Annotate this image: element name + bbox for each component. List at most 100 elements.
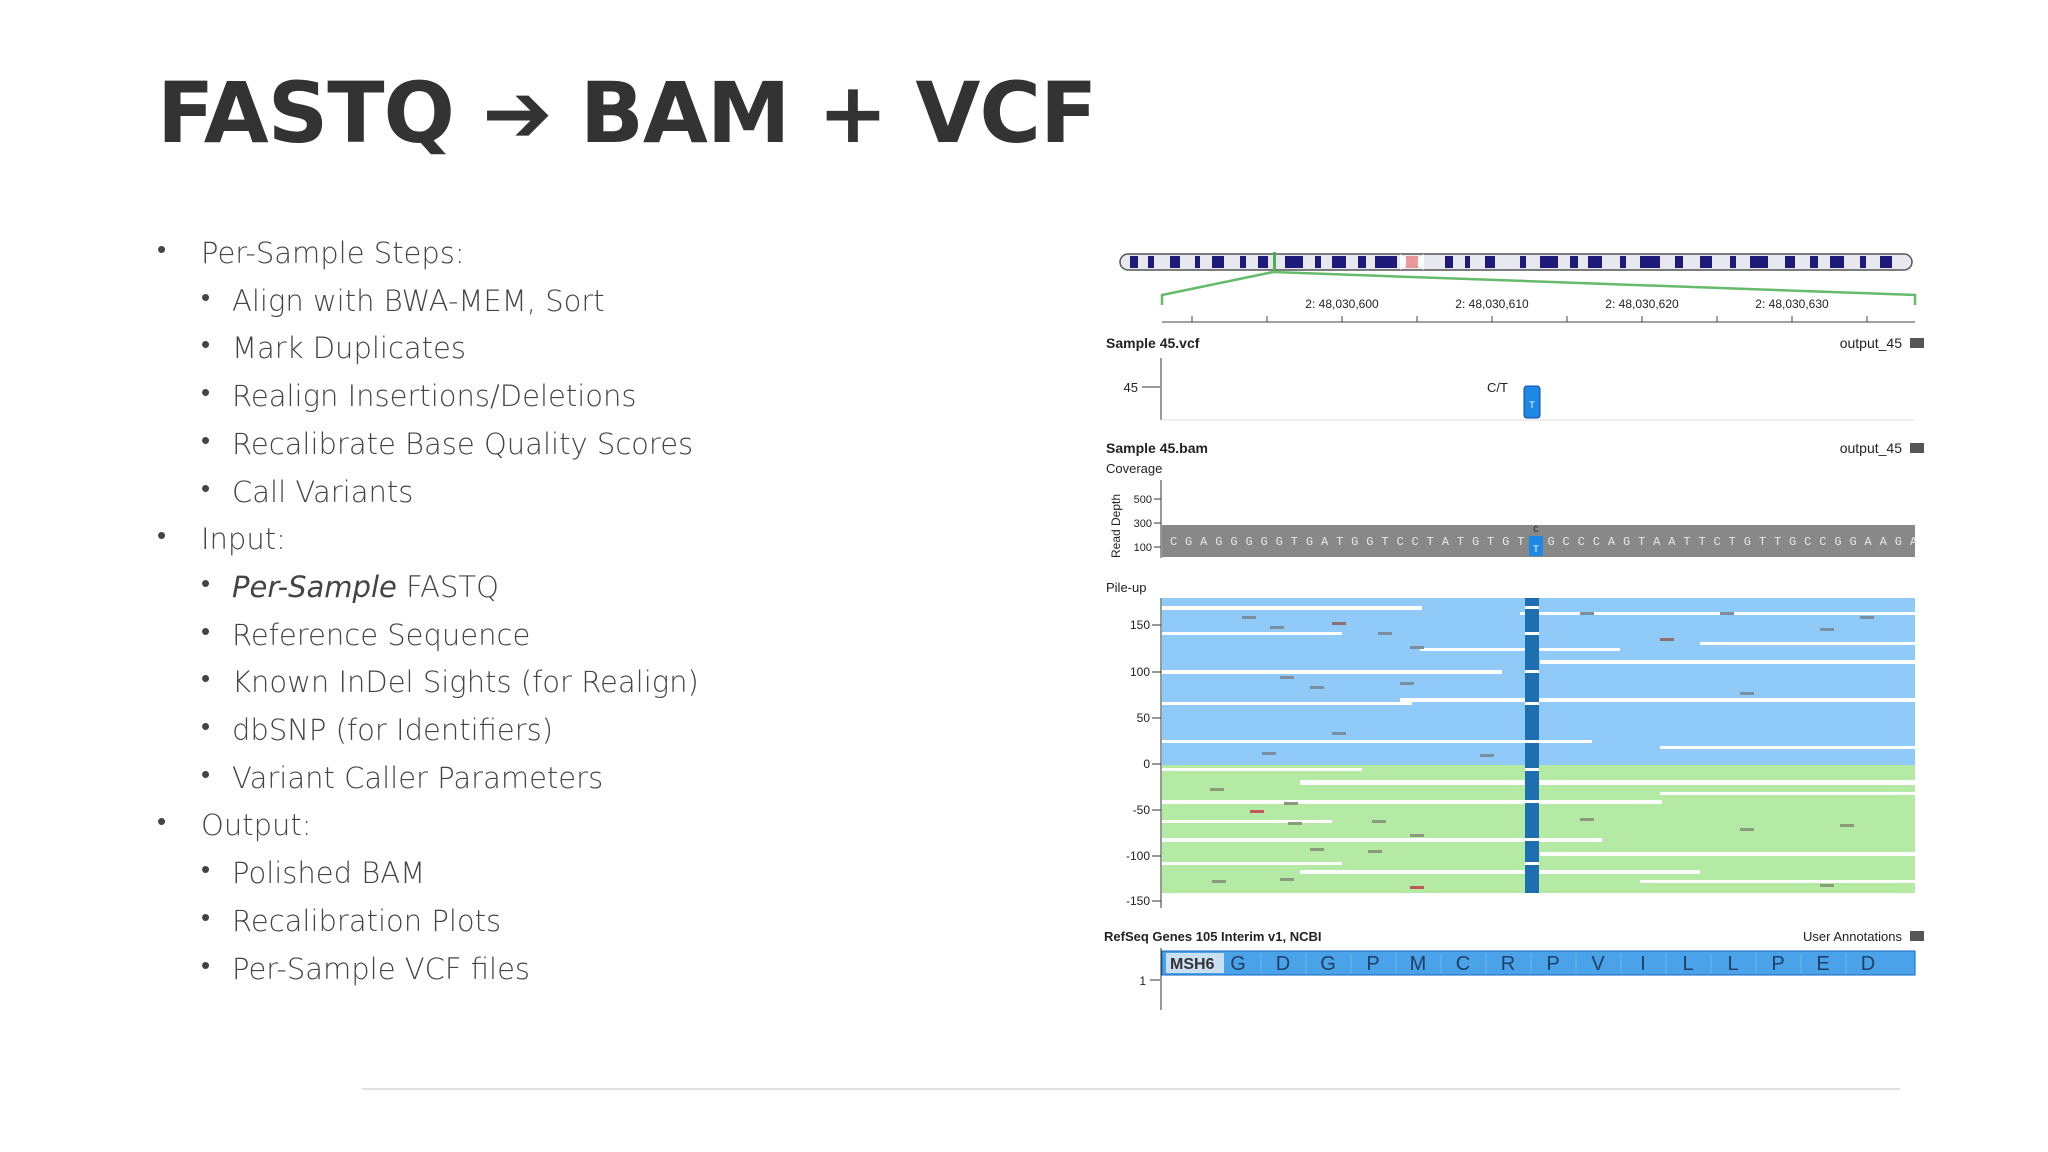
ruler-tick-label: 2: 48,030,610 <box>1455 297 1529 311</box>
reference-base: G <box>1744 535 1751 549</box>
mismatch-mark <box>1310 686 1324 689</box>
amino-acid: P <box>1771 953 1784 975</box>
pileup-tick-label: -150 <box>1126 894 1150 908</box>
bullet-label: Variant Caller Parameters <box>232 760 604 795</box>
gene-bar[interactable] <box>1161 950 1916 976</box>
reference-base: C <box>1563 535 1570 549</box>
mismatch-mark <box>1288 822 1302 825</box>
mismatch-mark <box>1332 622 1346 625</box>
variant-base: T <box>1529 400 1535 410</box>
reference-base: C <box>1819 535 1826 549</box>
ruler-tick-label: 2: 48,030,600 <box>1305 297 1379 311</box>
reference-base: G <box>1351 535 1358 549</box>
amino-acid: L <box>1682 953 1693 975</box>
variant-marker[interactable] <box>1523 385 1541 419</box>
variant-label: C/T <box>1487 380 1508 395</box>
mismatch-mark <box>1210 788 1224 791</box>
variant-column <box>1525 598 1539 893</box>
bullet-text: Per-Sample FASTQ <box>232 570 499 604</box>
zoom-lines <box>1160 270 1917 305</box>
mismatch-mark <box>1280 878 1294 881</box>
variant-column-gap <box>1525 606 1539 609</box>
reference-base: G <box>1215 535 1222 549</box>
read-gap <box>1520 612 1915 615</box>
mismatch-mark <box>1212 880 1226 883</box>
reference-base: G <box>1472 535 1479 549</box>
bullet-label: Known InDel Sights (for Realign) <box>232 665 699 700</box>
bullet-text: Known InDel Sights (for Realign) <box>232 665 699 699</box>
ideogram-band <box>1675 256 1683 268</box>
footer-divider <box>362 1088 1900 1090</box>
reference-base: G <box>1230 535 1237 549</box>
mismatch-mark <box>1332 732 1346 735</box>
bullet-dot: • <box>201 950 211 981</box>
vcf-track-output: output_45 <box>1840 335 1902 351</box>
bullet-text: Output: <box>201 808 312 842</box>
amino-acid: G <box>1230 953 1246 975</box>
reference-base: A <box>1442 535 1450 549</box>
read-gap <box>1162 820 1332 823</box>
bam-track: Sample 45.bam output_45 Coverage Read De… <box>1106 440 1924 558</box>
reference-base: T <box>1487 535 1494 549</box>
vcf-track-title: Sample 45.vcf <box>1106 335 1200 351</box>
folder-icon[interactable] <box>1910 338 1924 348</box>
depth-axis-label: Read Depth <box>1109 494 1123 558</box>
reference-base: A <box>1668 535 1676 549</box>
bullet-text: Mark Duplicates <box>232 331 466 365</box>
coverage-label: Coverage <box>1106 461 1162 476</box>
bullet-text: Recalibration Plots <box>232 904 501 938</box>
folder-icon[interactable] <box>1910 931 1924 941</box>
bullet-dot: • <box>201 473 211 504</box>
mismatch-mark <box>1262 752 1276 755</box>
mismatch-mark <box>1410 886 1424 889</box>
bullet-text: Variant Caller Parameters <box>232 761 603 795</box>
mismatch-mark <box>1270 626 1284 629</box>
bullet-dot: • <box>201 568 211 599</box>
reference-base: A <box>1880 535 1888 549</box>
ruler-tick-label: 2: 48,030,620 <box>1605 297 1679 311</box>
bam-track-title: Sample 45.bam <box>1106 440 1208 456</box>
vcf-row-label: 45 <box>1124 380 1138 395</box>
amino-acid: E <box>1816 953 1829 975</box>
amino-acid: L <box>1727 953 1738 975</box>
folder-icon[interactable] <box>1910 443 1924 453</box>
reference-base: G <box>1185 535 1192 549</box>
ideogram-band <box>1170 256 1180 268</box>
ideogram-band <box>1540 256 1558 268</box>
mismatch-mark <box>1410 834 1424 837</box>
gene-label-box <box>1166 953 1224 973</box>
bullet-text: Polished BAM <box>232 856 425 890</box>
coverage-tick-label: 300 <box>1134 518 1152 530</box>
ideogram-band <box>1195 256 1200 268</box>
reference-base: G <box>1834 535 1841 549</box>
read-gap <box>1540 852 1915 856</box>
reference-base: T <box>1774 535 1781 549</box>
read-gap <box>1540 660 1915 664</box>
bullet-dot: • <box>201 378 211 409</box>
bullet-text: Call Variants <box>232 475 413 509</box>
mismatch-mark <box>1368 850 1382 853</box>
reference-base: G <box>1789 535 1796 549</box>
pileup-track: Pile-up 150 100 50 0 -50 -100 -150 <box>1106 580 1915 908</box>
mismatch-mark <box>1840 824 1854 827</box>
read-gap <box>1162 606 1422 610</box>
ideogram-band <box>1485 256 1495 268</box>
mismatch-mark <box>1480 754 1494 757</box>
bullet-text: Realign Insertions/Deletions <box>232 379 637 413</box>
bullet-dot: • <box>201 855 211 886</box>
bullet-text: Align with BWA-MEM, Sort <box>232 284 605 318</box>
ruler-tick-label: 2: 48,030,630 <box>1755 297 1829 311</box>
bullet-dot: • <box>201 425 211 456</box>
read-gap <box>1162 800 1662 804</box>
bullet-label: Mark Duplicates <box>232 331 466 366</box>
amino-acid: I <box>1640 953 1646 975</box>
amino-acid: D <box>1276 953 1290 975</box>
bullet-dot: • <box>201 282 211 313</box>
variant-alt-base: T <box>1533 545 1539 556</box>
read-gap <box>1162 670 1502 674</box>
ideogram-band <box>1860 256 1866 268</box>
reference-base: G <box>1306 535 1313 549</box>
reference-base: G <box>1276 535 1283 549</box>
ideogram-band <box>1148 256 1154 268</box>
reference-base: A <box>1321 535 1329 549</box>
